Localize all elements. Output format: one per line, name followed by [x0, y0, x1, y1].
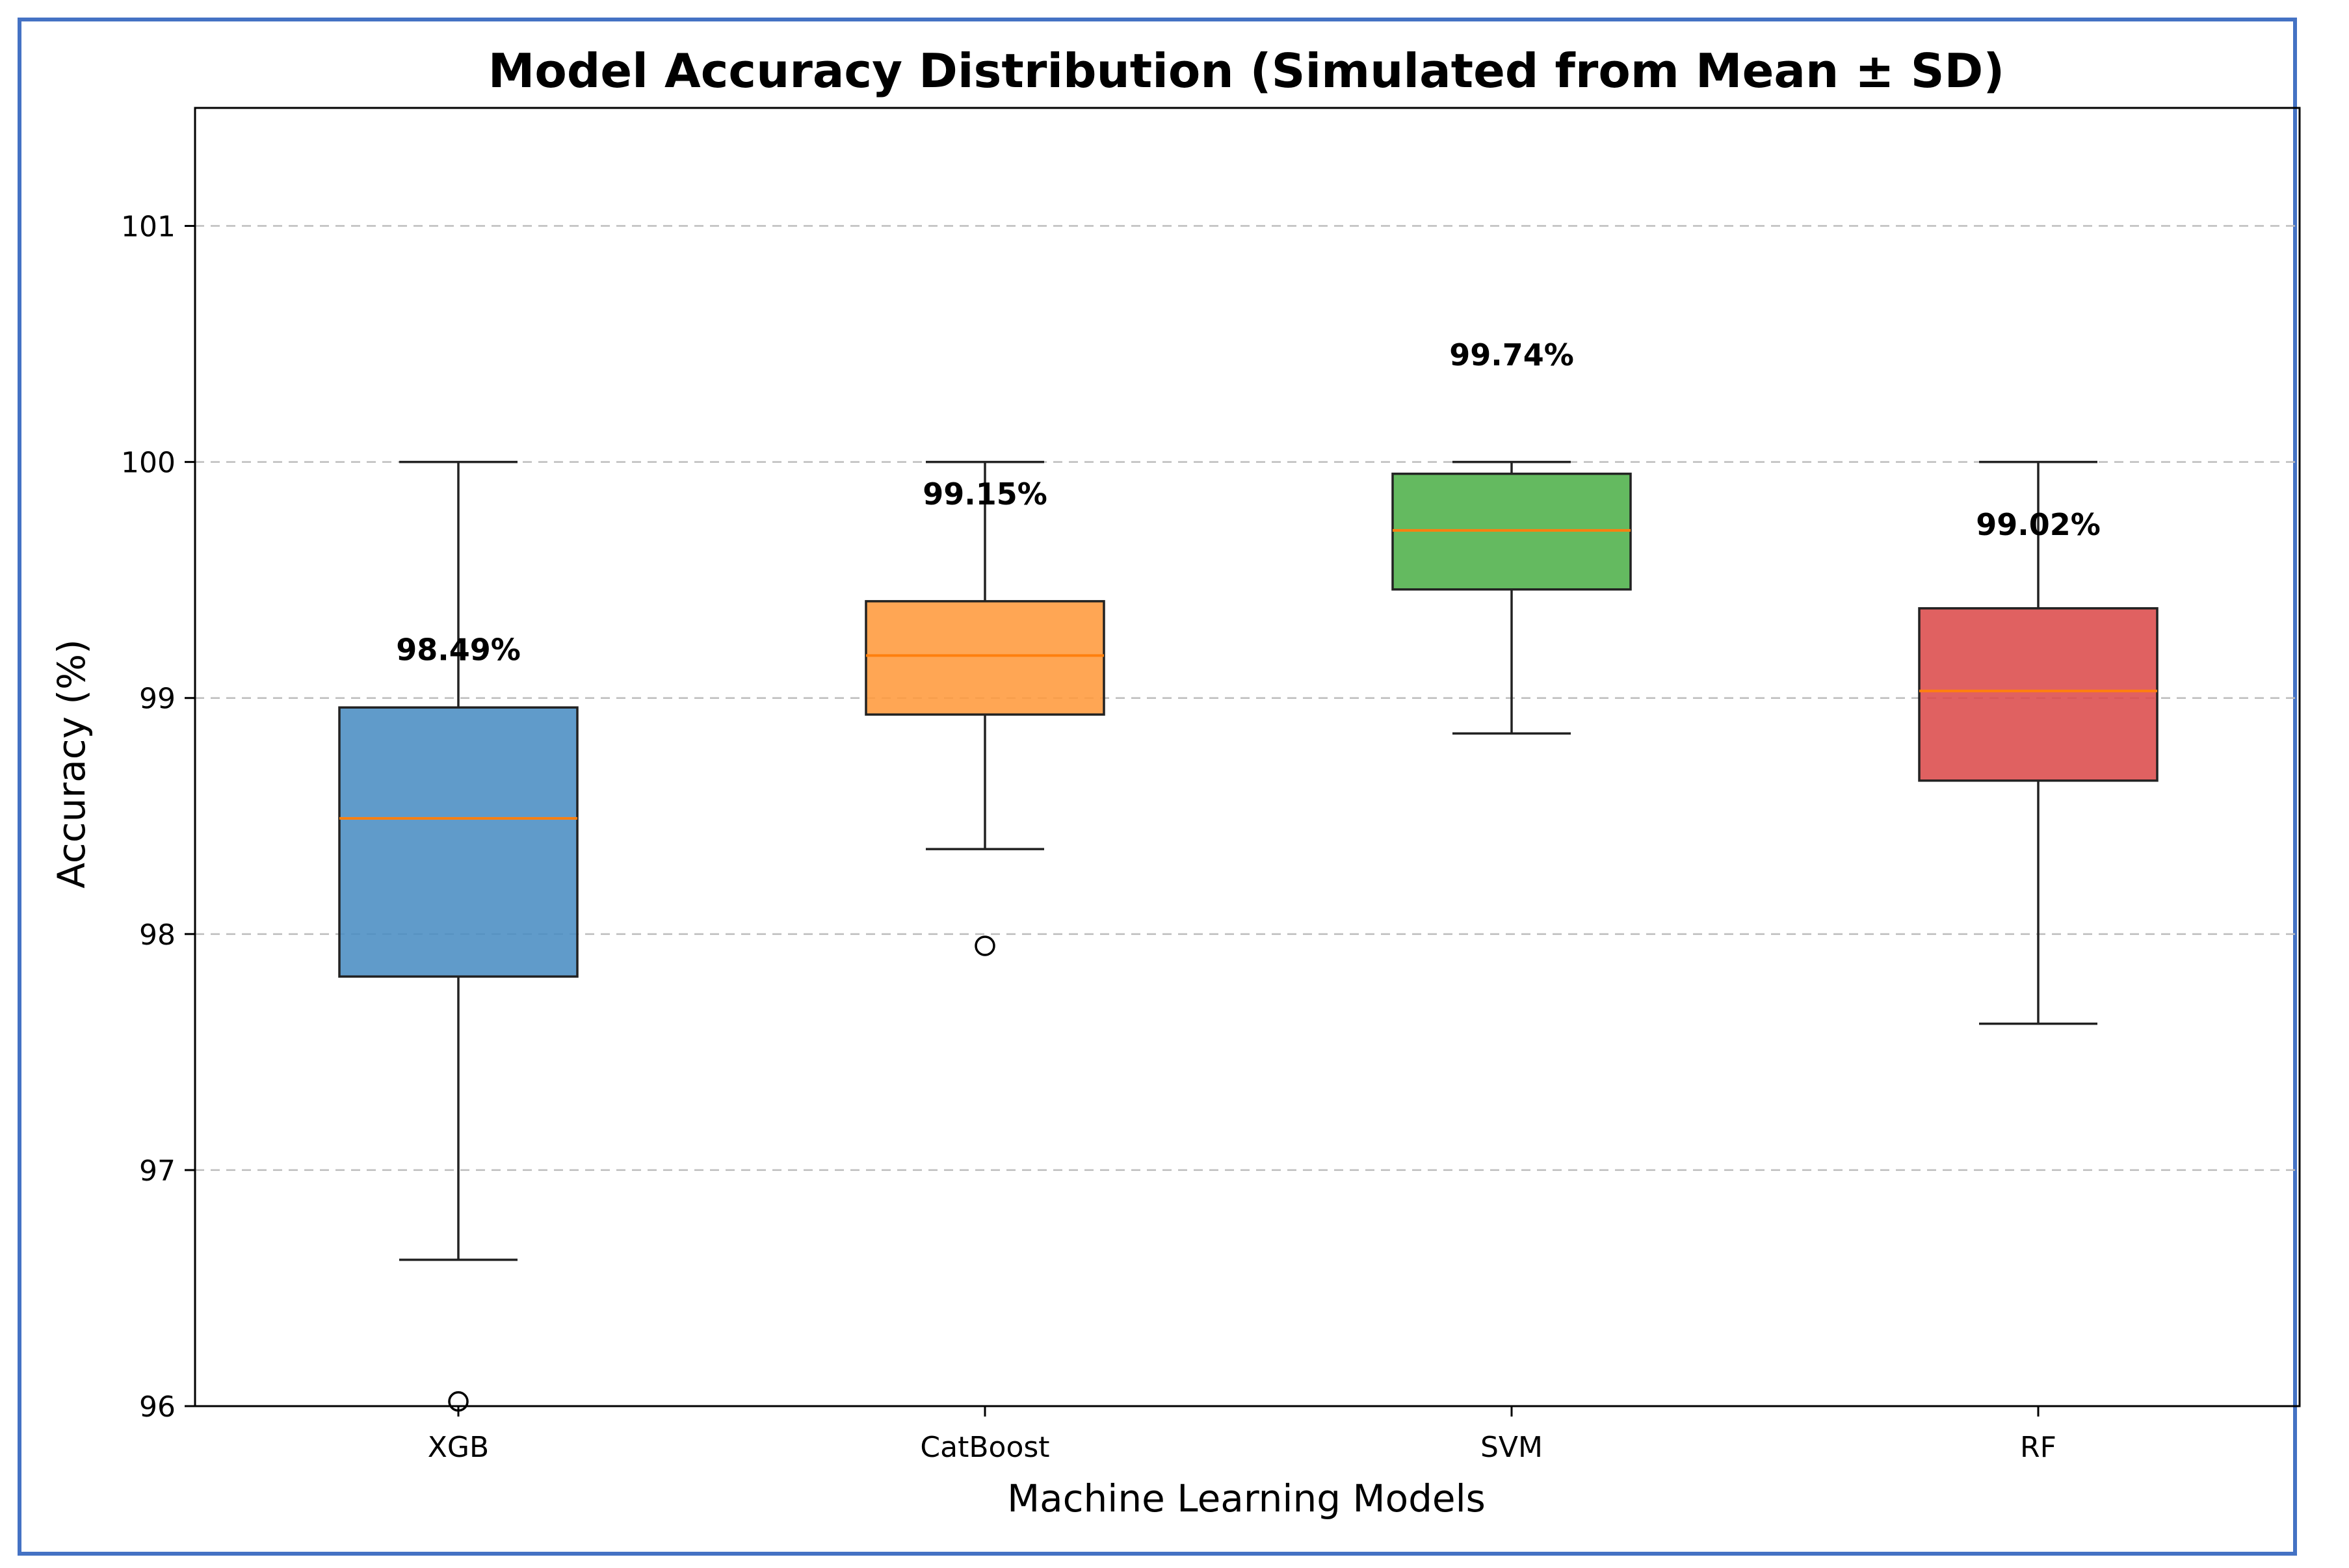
- box-layer: 98.49% 99.15% 99.74% 99.02%: [338, 337, 2159, 1412]
- box-group-rf: 99.02%: [1918, 460, 2159, 1025]
- y-tick-label: 98: [139, 919, 176, 952]
- iqr-box: [865, 600, 1105, 716]
- x-tick-label: RF: [2020, 1431, 2056, 1464]
- outlier-point: [975, 935, 995, 956]
- mean-label: 98.49%: [396, 633, 521, 668]
- iqr-box: [338, 706, 579, 978]
- box-group-catboost: 99.15%: [865, 460, 1105, 956]
- chart-title: Model Accuracy Distribution (Simulated f…: [488, 44, 2004, 98]
- x-axis-label: Machine Learning Models: [1007, 1476, 1486, 1521]
- x-tick-label: XGB: [428, 1431, 489, 1464]
- y-axis-label: Accuracy (%): [49, 639, 94, 889]
- plot-area: [194, 107, 2301, 1407]
- x-tick-label: SVM: [1480, 1431, 1543, 1464]
- x-tick-label: CatBoost: [920, 1431, 1049, 1464]
- mean-label: 99.15%: [923, 477, 1047, 512]
- iqr-box: [1918, 607, 2159, 782]
- box-group-xgb: 98.49%: [338, 460, 579, 1412]
- axis-layer: 96 97 98 99 100 101 XGB CatBoost SVM RF: [121, 211, 2056, 1464]
- y-tick-label: 96: [139, 1391, 176, 1424]
- y-tick-label: 97: [139, 1155, 176, 1188]
- mean-label: 99.74%: [1449, 337, 1574, 372]
- y-tick-label: 101: [121, 211, 176, 244]
- box-group-svm: 99.74%: [1391, 337, 1632, 735]
- mean-label: 99.02%: [1976, 507, 2101, 542]
- outlier-point: [448, 1391, 469, 1412]
- y-tick-label: 100: [121, 447, 176, 480]
- y-tick-label: 99: [139, 683, 176, 716]
